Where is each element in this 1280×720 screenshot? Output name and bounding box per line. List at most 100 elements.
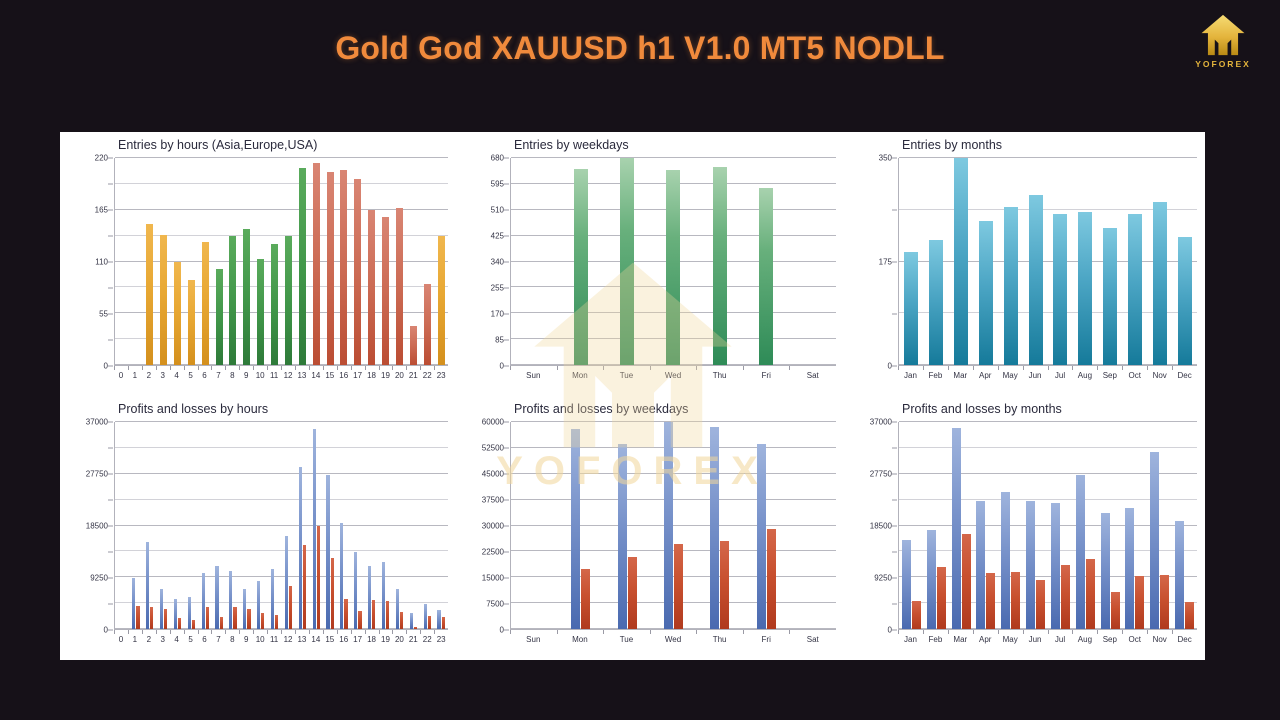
- y-axis-profits-and-losses-by-months: 0 9250 18500 27750 37000: [850, 418, 897, 635]
- x-tick-mark: [406, 630, 408, 634]
- bar-profits: [663, 422, 673, 629]
- bar-slot: [557, 422, 603, 629]
- bar-slot: [1122, 422, 1147, 629]
- gridline: [511, 576, 836, 578]
- y-tick-mark: [108, 525, 113, 527]
- x-tick-label: Jan: [898, 366, 923, 390]
- y-tick-label: 30000: [481, 521, 504, 531]
- bar-slot: [1023, 158, 1048, 365]
- bar-profits: [173, 599, 177, 629]
- x-tick-label: Mon: [556, 630, 604, 654]
- bars-profits-and-losses-by-months: [899, 422, 1197, 629]
- x-tick-label: Fri: [742, 630, 790, 654]
- x-tick-mark: [1072, 630, 1074, 634]
- chart-title-profits-and-losses-by-hours: Profits and losses by hours: [118, 402, 269, 416]
- x-tick-label: 18: [364, 366, 379, 390]
- bar-slot: [365, 158, 379, 365]
- x-tick-mark: [253, 366, 255, 370]
- plot-area-profits-and-losses-by-weekdays: 0 7500 15000 22500 30000 37500 45000 52500 60000…: [462, 418, 836, 654]
- x-tick-mark: [183, 366, 185, 370]
- x-tick-mark: [322, 366, 324, 370]
- bar-profits: [229, 570, 233, 629]
- bar-profits: [243, 589, 247, 629]
- y-tick-mark: [108, 577, 113, 579]
- bar-losses: [1011, 571, 1021, 629]
- y-axis-profits-and-losses-by-weekdays: 0 7500 15000 22500 30000 37500 45000 52500 60000: [462, 418, 509, 635]
- bar-slot: [337, 422, 351, 629]
- bar-losses: [219, 617, 223, 629]
- y-tick-mark: [504, 421, 509, 423]
- bar: [1103, 228, 1118, 365]
- x-tick-mark: [127, 366, 129, 370]
- bar: [409, 326, 417, 365]
- gridline: [115, 446, 448, 448]
- bar-slot: [184, 158, 198, 365]
- bars-profits-and-losses-by-hours: [115, 422, 448, 629]
- bar-slot: [650, 158, 696, 365]
- x-tick-mark: [392, 630, 394, 634]
- y-tick-label: 350: [878, 153, 892, 163]
- x-tick-mark: [1072, 366, 1074, 370]
- gridline: [511, 524, 836, 526]
- x-tick-mark: [972, 366, 974, 370]
- x-tick-label: Jul: [1047, 630, 1073, 654]
- gridline: [899, 472, 1197, 474]
- x-tick-mark: [211, 366, 213, 370]
- x-tick-mark: [789, 366, 791, 370]
- bar: [382, 217, 390, 365]
- x-tick-mark: [1022, 366, 1024, 370]
- bar-profits: [159, 588, 164, 629]
- bar-profits: [146, 542, 150, 629]
- bar-losses: [247, 609, 251, 629]
- bar-profits: [423, 603, 427, 629]
- plot-area-profits-and-losses-by-hours: 0 9250 18500 27750 37000 0 1 2 3 4 5 6 7 8 9 10 11 12 13 14…: [66, 418, 448, 654]
- x-tick-label: Dec: [1172, 630, 1197, 654]
- x-tick-mark: [649, 366, 651, 370]
- bar-slot: [743, 422, 789, 629]
- bar-losses: [1135, 576, 1145, 629]
- y-axis-entries-by-months: 0 175 350: [850, 154, 897, 371]
- x-tick-label: Apr: [972, 366, 998, 390]
- bar-losses: [372, 599, 376, 629]
- x-axis-entries-by-hours: 0 1 2 3 4 5 6 7 8 9 10 11 12 13 14 15 16 17 18 19 20 21 22 23: [114, 366, 448, 390]
- bar-slot: [143, 422, 157, 629]
- y-tick-mark: [504, 235, 509, 237]
- x-tick-mark: [1172, 366, 1174, 370]
- bar: [368, 209, 376, 365]
- bar: [215, 269, 223, 365]
- x-tick-mark: [253, 630, 255, 634]
- y-tick-mark: [108, 421, 113, 423]
- x-tick-label: 19: [378, 366, 393, 390]
- x-tick-label: Jul: [1047, 366, 1073, 390]
- bar-slot: [1098, 422, 1123, 629]
- bar-profits: [1175, 521, 1185, 629]
- x-tick-mark: [155, 366, 157, 370]
- bar-slot: [240, 422, 254, 629]
- bar-profits: [409, 613, 413, 629]
- bar-losses: [344, 599, 348, 629]
- x-tick-mark: [1097, 366, 1099, 370]
- x-tick-label: 6: [197, 366, 212, 390]
- x-tick-mark: [406, 366, 408, 370]
- bar-losses: [1185, 602, 1195, 629]
- x-tick-label: Sep: [1097, 630, 1122, 654]
- x-tick-mark: [392, 366, 394, 370]
- x-tick-label: 8: [225, 630, 239, 654]
- bar-slot: [379, 422, 393, 629]
- x-tick-label: 5: [183, 630, 198, 654]
- x-tick-label: 15: [322, 630, 337, 654]
- plot-entries-by-months: [898, 157, 1197, 366]
- bar: [229, 236, 237, 365]
- bar-profits: [617, 443, 627, 629]
- chart-title-entries-by-weekdays: Entries by weekdays: [514, 138, 629, 152]
- bar-losses: [399, 611, 404, 629]
- plot-area-entries-by-weekdays: 0 85 170 255 340 425 510 595 680 Sun Mon Tue Wed Thu F…: [462, 154, 836, 390]
- x-tick-mark: [1097, 630, 1099, 634]
- bar-profits: [201, 573, 205, 629]
- plot-area-profits-and-losses-by-months: 0 9250 18500 27750 37000 Jan Feb Mar Apr May Jun Ju…: [850, 418, 1197, 654]
- y-axis-entries-by-hours: 0 55 110 165 220: [66, 154, 113, 371]
- y-tick-mark: [504, 603, 509, 605]
- x-tick-mark: [378, 366, 380, 370]
- x-tick-mark: [1147, 366, 1149, 370]
- y-tick-mark: [892, 551, 897, 553]
